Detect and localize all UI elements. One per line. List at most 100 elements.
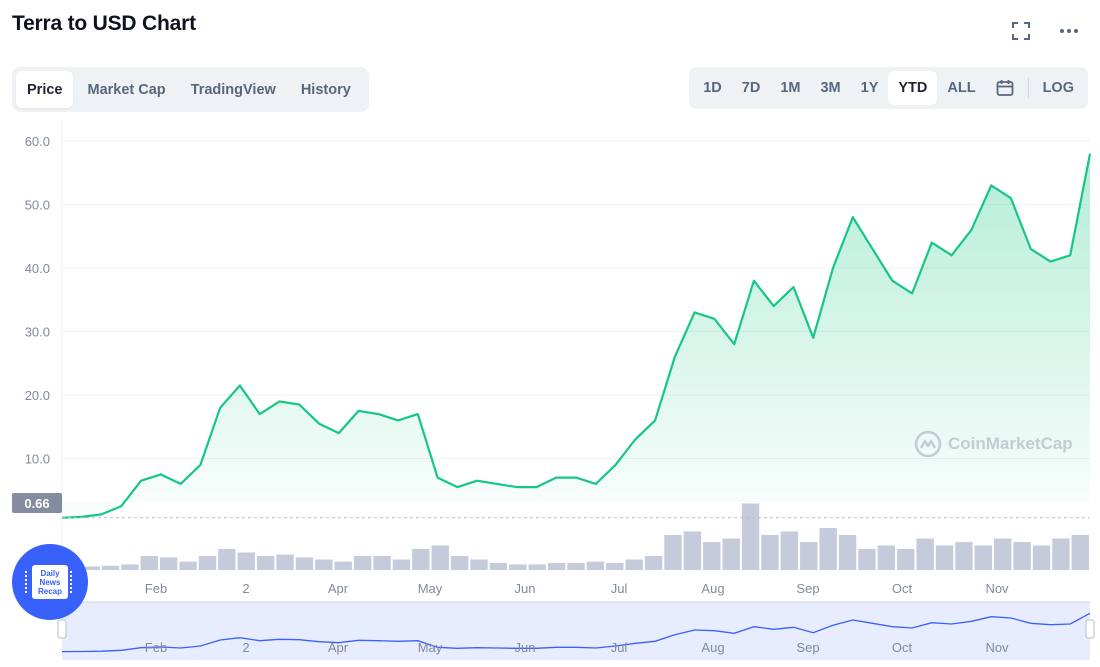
volume-bar	[489, 563, 508, 570]
range-ytd[interactable]: YTD	[888, 71, 938, 105]
volume-bar	[761, 535, 779, 570]
volume-bar	[916, 538, 934, 570]
volume-bar	[800, 542, 818, 570]
navigator-line	[61, 612, 1091, 653]
navigator-handle-right	[1085, 619, 1095, 639]
x-tick-label: Aug	[701, 581, 724, 596]
volume-bar	[1032, 545, 1051, 570]
volume-bar	[315, 559, 333, 570]
range-7d[interactable]: 7D	[741, 80, 761, 96]
news-badge-line-1: Daily	[40, 568, 60, 578]
range-divider	[1027, 78, 1029, 98]
volume-bar	[179, 561, 197, 570]
y-tick-label: 40.0	[25, 261, 50, 276]
header-actions	[1010, 20, 1080, 42]
log-scale-toggle[interactable]: LOG	[1042, 80, 1074, 96]
x-tick-label: Feb	[145, 581, 167, 596]
y-tick-label: 10.0	[25, 452, 50, 467]
navigator-x-label: Jul	[611, 640, 628, 655]
y-tick-label: 20.0	[25, 388, 50, 403]
news-badge-line-3: Recap	[37, 586, 62, 596]
volume-bar	[295, 557, 314, 570]
navigator-x-label: Nov	[985, 640, 1009, 655]
news-badge-line-2: News	[39, 577, 61, 587]
chart-type-tabs: Price Market Cap TradingView History	[12, 67, 369, 112]
fullscreen-icon[interactable]	[1010, 20, 1032, 42]
volume-bar	[470, 559, 488, 570]
volume-bar	[509, 564, 527, 570]
y-tick-label: 30.0	[25, 325, 50, 340]
price-line	[61, 153, 1092, 519]
calendar-icon[interactable]	[986, 71, 1024, 105]
volume-bar	[644, 556, 663, 570]
volume-bar	[1052, 538, 1070, 570]
x-tick-label: Jul	[611, 581, 628, 596]
volume-bar	[741, 503, 760, 570]
x-tick-label: Sep	[796, 581, 819, 596]
y-tick-label: 60.0	[25, 134, 50, 149]
volume-bar	[935, 545, 954, 570]
volume-bar	[1013, 542, 1031, 570]
daily-news-recap-badge[interactable]: Daily News Recap	[12, 544, 88, 620]
volume-bar	[392, 559, 411, 570]
navigator-x-label: Oct	[892, 640, 913, 655]
volume-bar	[353, 556, 372, 570]
range-1y[interactable]: 1Y	[860, 80, 879, 96]
tab-market-cap[interactable]: Market Cap	[87, 81, 166, 98]
navigator-x-label: Apr	[328, 640, 349, 655]
volume-bar	[586, 561, 605, 570]
range-1d[interactable]: 1D	[703, 80, 722, 96]
price-chart[interactable]: 60.0 50.0 40.0 30.0 20.0 10.0 Feb 2 Apr May Jun Ju…	[0, 120, 1100, 667]
volume-bar	[140, 556, 158, 570]
volume-bar	[974, 545, 993, 570]
range-all[interactable]: ALL	[947, 80, 976, 96]
volume-bars	[63, 503, 1089, 570]
volume-bar	[897, 549, 915, 570]
x-tick-label: 2	[242, 581, 249, 596]
tab-tradingview[interactable]: TradingView	[190, 81, 276, 98]
volume-bar	[819, 528, 837, 570]
volume-bar	[334, 561, 352, 570]
range-3m[interactable]: 3M	[820, 80, 841, 96]
volume-bar	[703, 542, 721, 570]
x-axis: Feb 2 Apr May Jun Jul Aug Sep Oct Nov	[145, 581, 1009, 596]
volume-bar	[683, 531, 702, 570]
navigator-x-label: Jun	[515, 640, 536, 655]
coinmarketcap-logo-icon	[914, 430, 942, 458]
volume-bar	[256, 556, 275, 570]
navigator-x-label: May	[418, 640, 443, 655]
price-area	[62, 153, 1090, 518]
volume-bar	[664, 535, 682, 570]
volume-bar	[528, 564, 546, 570]
volume-bar	[431, 545, 449, 570]
news-film-strip-left	[25, 571, 30, 593]
page-title: Terra to USD Chart	[12, 12, 196, 35]
x-tick-label: Nov	[985, 581, 1009, 596]
x-tick-label: May	[418, 581, 443, 596]
x-tick-label: Apr	[328, 581, 349, 596]
news-film-strip-right	[70, 571, 75, 593]
volume-bar	[547, 563, 566, 570]
volume-bar	[198, 556, 217, 570]
volume-bar	[1071, 535, 1089, 570]
watermark-text: CoinMarketCap	[948, 434, 1073, 453]
time-range-selector: 1D 7D 1M 3M 1Y YTD ALL LOG	[689, 67, 1088, 109]
navigator-x-label: Feb	[145, 640, 167, 655]
volume-bar	[159, 557, 178, 570]
volume-bar	[276, 554, 294, 570]
tab-price[interactable]: Price	[16, 71, 74, 108]
range-navigator: Feb 2 Apr May Jun Jul Aug Sep Oct Nov	[57, 601, 1095, 660]
x-tick-label: Oct	[892, 581, 913, 596]
volume-bar	[877, 545, 896, 570]
volume-bar	[101, 565, 120, 570]
volume-bar	[838, 535, 857, 570]
range-1m[interactable]: 1M	[780, 80, 801, 96]
volume-bar	[994, 538, 1012, 570]
y-axis: 60.0 50.0 40.0 30.0 20.0 10.0	[25, 134, 50, 467]
tab-history[interactable]: History	[300, 81, 351, 98]
navigator-handle-left	[57, 619, 67, 639]
more-icon[interactable]	[1058, 20, 1080, 42]
y-tick-label: 50.0	[25, 198, 50, 213]
volume-bar	[722, 538, 740, 570]
current-price-tag: 0.66	[12, 493, 62, 513]
